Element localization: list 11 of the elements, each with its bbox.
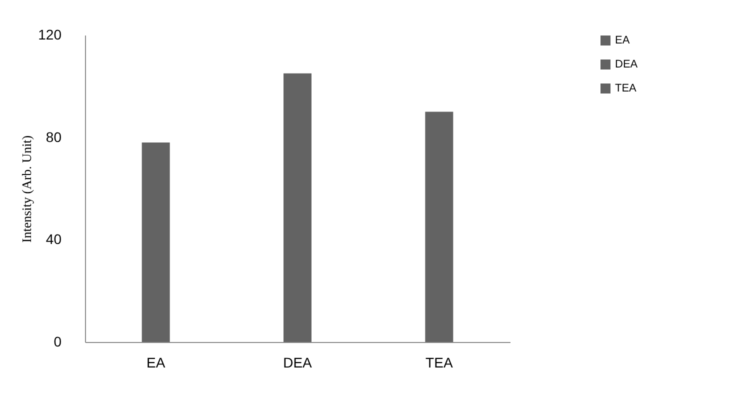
y-tick-label: 120 bbox=[38, 26, 62, 42]
legend-label: TEA bbox=[615, 82, 638, 94]
y-tick-label: 80 bbox=[46, 128, 62, 145]
legend-label: DEA bbox=[615, 58, 638, 70]
y-axis-title: Intensity (Arb. Unit) bbox=[19, 135, 34, 243]
x-tick-label: TEA bbox=[426, 354, 454, 370]
y-tick-label: 40 bbox=[46, 231, 62, 248]
legend-label: EA bbox=[615, 34, 630, 46]
x-tick-label: EA bbox=[146, 354, 166, 370]
y-tick-label: 0 bbox=[54, 334, 62, 350]
x-tick-label: DEA bbox=[283, 354, 313, 370]
